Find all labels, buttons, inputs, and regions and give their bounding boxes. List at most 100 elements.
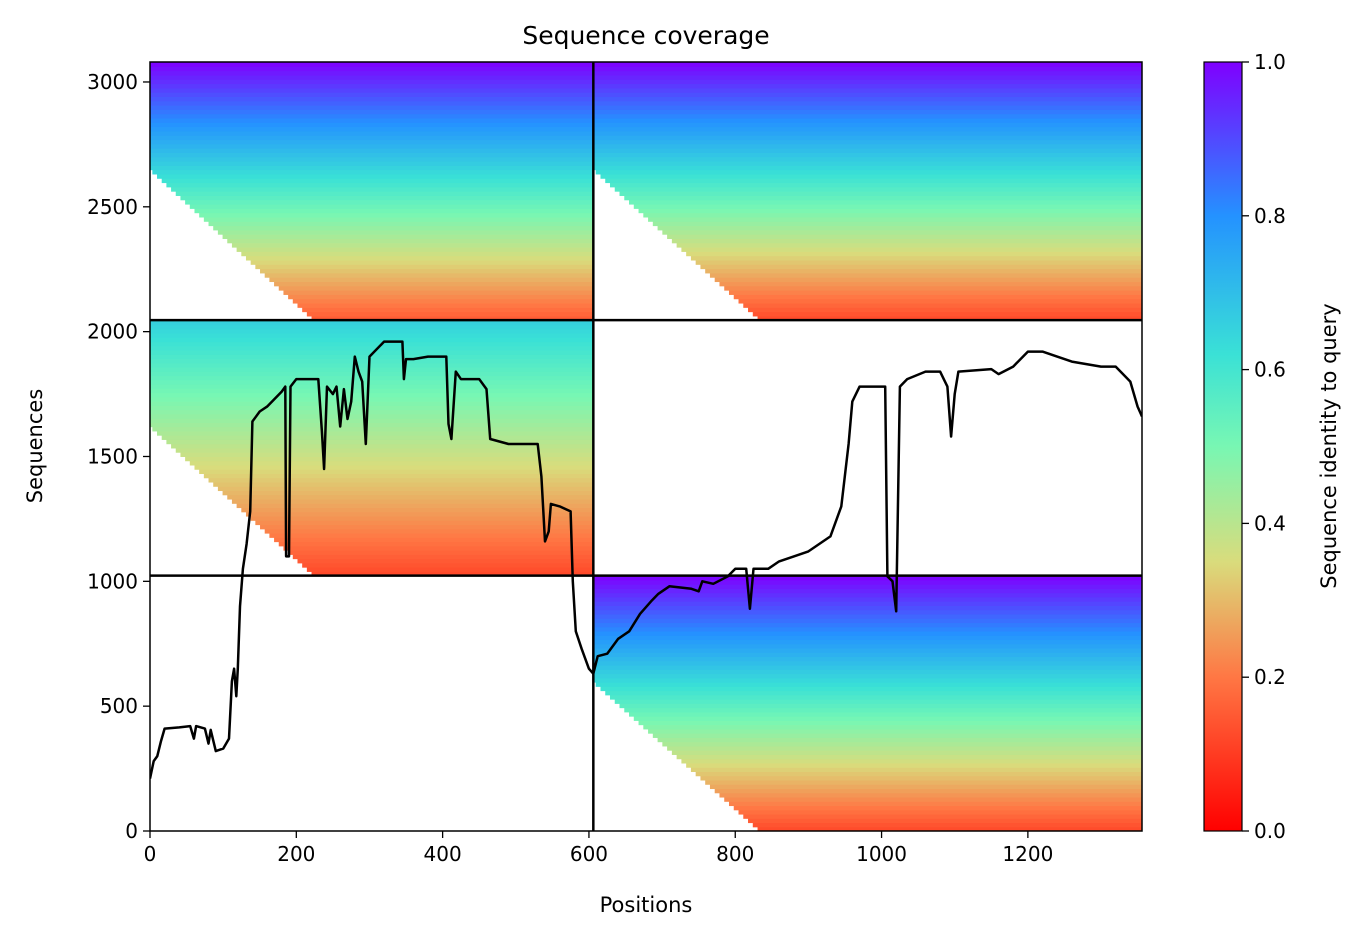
heatmap-band (283, 545, 594, 551)
heatmap-band (311, 571, 594, 577)
heatmap-band (297, 558, 594, 564)
heatmap-band (213, 225, 594, 231)
block-lower-right (593, 575, 1142, 831)
heatmap-band (595, 682, 1142, 687)
heatmap-band (593, 588, 1142, 594)
heatmap-band (757, 826, 1142, 831)
heatmap-band (180, 195, 594, 201)
heatmap-band (643, 724, 1142, 730)
heatmap-band (593, 643, 1142, 649)
block-dividers (150, 62, 1142, 831)
heatmap-band (241, 507, 594, 513)
heatmap-band (593, 70, 1142, 76)
heatmap-band (752, 822, 1142, 828)
heatmap-band (593, 117, 1142, 123)
x-tick-label: 200 (277, 842, 315, 866)
heatmap-band (600, 173, 1142, 179)
colorbar-tick-label: 0.0 (1254, 819, 1286, 843)
colorbar-label: Sequence identity to query (1317, 303, 1341, 588)
heatmap-band (733, 805, 1142, 811)
heatmap-band (593, 647, 1142, 653)
heatmap-band (150, 117, 594, 123)
heatmap-band (633, 203, 1142, 209)
heatmap-band (593, 100, 1142, 106)
y-tick-label: 3000 (87, 70, 138, 94)
heatmap-band (288, 550, 594, 555)
heatmap-band (705, 268, 1142, 274)
heatmap-band (150, 371, 594, 377)
heatmap-band (150, 83, 594, 89)
heatmap-band (150, 349, 594, 355)
heatmap-band (657, 225, 1142, 231)
heatmap-band (593, 96, 1142, 102)
heatmap-band (738, 809, 1142, 815)
y-axis-ticks: 0 500 1000 1500 2000 2500 3000 (87, 70, 150, 843)
heatmap-band (593, 143, 1142, 149)
heatmap-band (733, 294, 1142, 300)
colorbar-tick-label: 0.6 (1254, 358, 1286, 382)
heatmap-band (150, 113, 594, 119)
heatmap-band (150, 422, 594, 428)
heatmap-band (150, 366, 594, 372)
heatmap-band (150, 100, 594, 106)
coverage-line (150, 340, 1142, 779)
heatmap-band (217, 486, 594, 492)
heatmap-band (593, 135, 1142, 141)
heatmap-band (748, 307, 1142, 313)
heatmap-band (227, 494, 594, 500)
heatmap-band (150, 341, 594, 347)
heatmap-band (166, 182, 594, 188)
heatmap-band (245, 511, 594, 517)
heatmap-band (255, 520, 594, 526)
heatmap-band (667, 745, 1142, 751)
heatmap-band (150, 354, 594, 360)
heatmap-band (222, 490, 594, 496)
heatmap-band (150, 358, 594, 364)
colorbar-tick-label: 0.2 (1254, 665, 1286, 689)
heatmap-band (150, 375, 594, 381)
plot-frame (149, 61, 1143, 832)
heatmap-band (150, 79, 594, 85)
heatmap-band (593, 160, 1142, 166)
heatmap-band (302, 562, 594, 568)
y-tick-label: 2000 (87, 320, 138, 344)
heatmap-band (738, 298, 1142, 304)
heatmap-band (260, 268, 594, 274)
heatmap-band (241, 251, 594, 257)
heatmap-band (150, 105, 594, 110)
heatmap-band (593, 109, 1142, 115)
heatmap-band (671, 750, 1142, 755)
heatmap-band (150, 96, 594, 102)
heatmap-band (609, 182, 1142, 188)
heatmap-band (593, 664, 1142, 670)
x-tick-label: 1000 (856, 842, 907, 866)
heatmap-band (250, 515, 594, 521)
heatmap-band (752, 311, 1142, 317)
heatmap-band (593, 575, 1142, 581)
heatmap-band (593, 669, 1142, 675)
heatmap-band (695, 771, 1142, 777)
heatmap-band (150, 324, 594, 330)
heatmap-band (605, 178, 1142, 184)
heatmap-band (306, 567, 594, 572)
heatmap-band (150, 328, 594, 334)
heatmap-band (676, 242, 1142, 248)
heatmap-band (311, 315, 594, 321)
heatmap-band (150, 87, 594, 93)
y-axis-label: Sequences (23, 389, 47, 504)
heatmap-band (288, 294, 594, 300)
heatmap-band (619, 703, 1142, 709)
heatmap-band (150, 362, 594, 368)
heatmap-band (250, 259, 594, 265)
heatmap-band (231, 498, 594, 504)
heatmap-band (593, 605, 1142, 611)
heatmap-band (743, 813, 1142, 819)
heatmap-band (593, 165, 1142, 171)
heatmap-band (150, 165, 594, 171)
heatmap-band (150, 66, 594, 72)
heatmap-band (593, 126, 1142, 132)
chart-title: Sequence coverage (522, 21, 769, 50)
heatmap-band (657, 737, 1142, 743)
heatmap-band (208, 477, 594, 483)
